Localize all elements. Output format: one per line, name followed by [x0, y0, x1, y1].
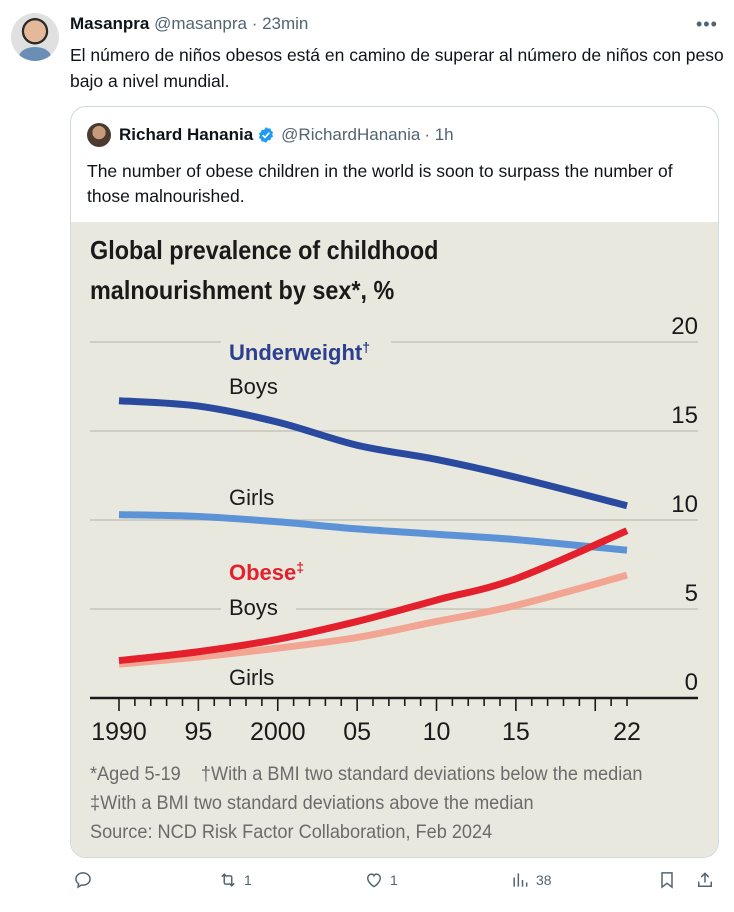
- more-horizontal-icon[interactable]: •••: [696, 14, 718, 34]
- quoted-time: · 1h: [424, 125, 454, 144]
- x-tick-label: 2000: [250, 718, 306, 746]
- tweet-actions: 1 1 38: [0, 870, 734, 900]
- footnote-source: Source: NCD Risk Factor Collaboration, F…: [90, 821, 493, 843]
- label-underweight-boys: Boys: [229, 374, 278, 399]
- author-handle[interactable]: @masanpra: [154, 14, 247, 33]
- y-tick-label: 5: [685, 580, 698, 607]
- quoted-tweet[interactable]: Richard Hanania @RichardHanania · 1h The…: [70, 106, 719, 858]
- label-underweight-girls: Girls: [229, 485, 274, 510]
- like-count: 1: [390, 872, 398, 888]
- label-obese-boys: Boys: [229, 595, 278, 620]
- x-tick-label: 10: [423, 718, 451, 746]
- series-line-obese-boys: [118, 527, 629, 665]
- x-tick-label: 15: [502, 718, 530, 746]
- heart-icon: [366, 873, 382, 888]
- share-button[interactable]: [695, 870, 715, 890]
- views-icon: [513, 873, 528, 887]
- y-tick-label: 10: [671, 491, 698, 518]
- quoted-text: The number of obese children in the worl…: [87, 161, 673, 206]
- quoted-header: Richard Hanania @RichardHanania · 1h: [87, 123, 454, 147]
- footnote-underweight: †With a BMI two standard deviations belo…: [200, 763, 643, 785]
- verified-badge-icon: [259, 127, 274, 143]
- views-button[interactable]: 38: [510, 870, 552, 890]
- retweet-button[interactable]: 1: [218, 870, 252, 890]
- quoted-author-handle: @RichardHanania: [281, 125, 421, 144]
- line-chart: 05101520Underweight†BoysGirlsObese‡BoysG…: [90, 313, 698, 746]
- reply-icon: [75, 872, 91, 889]
- quoted-avatar: [87, 123, 111, 147]
- quoted-author-name: Richard Hanania: [119, 125, 254, 144]
- bookmark-button[interactable]: [657, 870, 677, 890]
- chart-footnotes: *Aged 5-19 †With a BMI two standard devi…: [90, 760, 685, 847]
- y-tick-label: 20: [671, 313, 698, 340]
- x-tick-label: 05: [343, 718, 371, 746]
- label-underweight: Underweight†: [229, 339, 370, 365]
- like-button[interactable]: 1: [364, 870, 398, 890]
- series-line-obese-girls: [118, 571, 628, 668]
- series-line-underweight-boys: [118, 397, 628, 510]
- tweet-text: El número de niños obesos está en camino…: [70, 45, 724, 91]
- label-mask: [221, 601, 296, 617]
- footnote-obese: ‡With a BMI two standard deviations abov…: [90, 792, 534, 814]
- footnote-age: *Aged 5-19: [90, 763, 181, 785]
- y-tick-label: 0: [685, 669, 698, 696]
- tweet-header: Masanpra @masanpra · 23min: [70, 14, 308, 34]
- views-count: 38: [536, 872, 552, 888]
- bookmark-icon: [661, 872, 673, 889]
- retweet-count: 1: [244, 872, 252, 888]
- x-tick-label: 1990: [91, 718, 147, 746]
- author-name[interactable]: Masanpra: [70, 14, 150, 33]
- chart-image: 0 5 10 15 20 Underweight† Boys Girls Obese‡ Boys G…: [71, 222, 718, 857]
- author-avatar[interactable]: [11, 13, 59, 61]
- label-mask: [221, 334, 391, 350]
- reply-button[interactable]: [73, 870, 99, 890]
- chart-title: Global prevalence of childhood malnouris…: [90, 235, 439, 305]
- label-obese: Obese‡: [229, 559, 304, 585]
- label-obese-girls: Girls: [229, 665, 274, 690]
- series-line-underweight-girls: [118, 511, 628, 554]
- retweet-icon: [221, 873, 235, 887]
- x-tick-label: 95: [184, 718, 212, 746]
- share-icon: [698, 872, 712, 887]
- x-tick-label: 22: [613, 718, 641, 746]
- y-tick-label: 15: [671, 402, 698, 429]
- tweet-time[interactable]: · 23min: [251, 14, 309, 33]
